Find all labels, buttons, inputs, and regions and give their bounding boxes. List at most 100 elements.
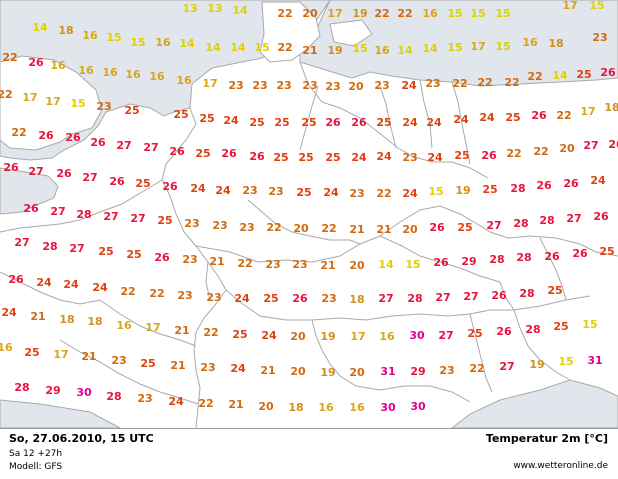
temperature-label: 21 — [81, 350, 97, 363]
temperature-label: 27 — [69, 242, 85, 255]
temperature-label: 29 — [410, 365, 426, 378]
temperature-label: 26 — [162, 180, 178, 193]
temperature-label: 27 — [499, 360, 515, 373]
temperature-label: 26 — [3, 161, 19, 174]
temperature-label: 22 — [469, 362, 485, 375]
temperature-label: 26 — [600, 66, 616, 79]
temperature-label: 31 — [587, 354, 603, 367]
temperature-label: 23 — [349, 187, 365, 200]
temperature-label: 22 — [556, 109, 572, 122]
temperature-label: 26 — [572, 247, 588, 260]
temperature-label: 20 — [348, 80, 364, 93]
map-background — [0, 0, 618, 428]
temperature-label: 28 — [510, 182, 526, 195]
temperature-label: 16 — [155, 36, 171, 49]
temperature-label: 23 — [268, 185, 284, 198]
temperature-label: 16 — [522, 36, 538, 49]
temperature-label: 26 — [154, 251, 170, 264]
source-link[interactable]: www.wetteronline.de — [513, 461, 608, 471]
temperature-label: 21 — [376, 223, 392, 236]
temperature-label: 28 — [519, 287, 535, 300]
temperature-label: 22 — [11, 126, 27, 139]
temperature-label: 25 — [274, 116, 290, 129]
temperature-label: 27 — [438, 329, 454, 342]
temperature-label: 14 — [397, 44, 413, 57]
temperature-label: 23 — [177, 289, 193, 302]
temperature-label: 16 — [379, 330, 395, 343]
temperature-label: 19 — [352, 7, 368, 20]
temperature-label: 22 — [477, 76, 493, 89]
temperature-label: 22 — [237, 257, 253, 270]
temperature-label: 15 — [582, 318, 598, 331]
temperature-label: 22 — [504, 76, 520, 89]
temperature-label: 24 — [376, 150, 392, 163]
temperature-label: 23 — [228, 79, 244, 92]
temperature-label: 25 — [140, 357, 156, 370]
temperature-label: 17 — [202, 77, 218, 90]
temperature-label: 22 — [266, 221, 282, 234]
ligurian-sea — [0, 399, 121, 428]
temperature-label: 15 — [558, 355, 574, 368]
temperature-label: 23 — [200, 361, 216, 374]
temperature-label: 21 — [349, 223, 365, 236]
temperature-label: 28 — [42, 240, 58, 253]
temperature-label: 26 — [544, 250, 560, 263]
temperature-label: 22 — [2, 51, 18, 64]
temperature-label: 24 — [479, 111, 495, 124]
temperature-label: 26 — [56, 167, 72, 180]
temperature-label: 16 — [102, 66, 118, 79]
temperature-label: 16 — [374, 44, 390, 57]
temperature-label: 18 — [349, 293, 365, 306]
temperature-label: 18 — [58, 24, 74, 37]
temperature-label: 23 — [212, 219, 228, 232]
temperature-label: 19 — [327, 44, 343, 57]
temperature-label: 18 — [87, 315, 103, 328]
temperature-label: 20 — [293, 222, 309, 235]
temperature-label: 21 — [228, 398, 244, 411]
temperature-label: 27 — [50, 205, 66, 218]
temperature-label: 19 — [529, 358, 545, 371]
temperature-label: 26 — [429, 221, 445, 234]
temperature-label: 28 — [76, 208, 92, 221]
temperature-label: 27 — [435, 291, 451, 304]
temperature-label: 25 — [126, 248, 142, 261]
temperature-label: 22 — [277, 7, 293, 20]
temperature-label: 15 — [70, 97, 86, 110]
temperature-label: 15 — [470, 7, 486, 20]
temperature-label: 26 — [23, 202, 39, 215]
temperature-label: 26 — [38, 129, 54, 142]
temperature-label: 15 — [589, 0, 605, 12]
temperature-label: 16 — [349, 401, 365, 414]
temperature-label: 29 — [45, 384, 61, 397]
temperature-label: 27 — [463, 290, 479, 303]
temperature-label: 27 — [566, 212, 582, 225]
temperature-label: 18 — [288, 401, 304, 414]
temperature-label: 25 — [124, 104, 140, 117]
temperature-label: 22 — [0, 88, 13, 101]
model-run: Sa 12 +27h — [9, 449, 63, 459]
temperature-label: 25 — [482, 183, 498, 196]
temperature-label: 21 — [302, 44, 318, 57]
temperature-label: 19 — [455, 184, 471, 197]
temperature-label: 24 — [453, 113, 469, 126]
temperature-label: 27 — [486, 219, 502, 232]
temperature-label: 23 — [252, 79, 268, 92]
temperature-label: 15 — [447, 7, 463, 20]
temperature-label: 23 — [425, 77, 441, 90]
temperature-label: 25 — [273, 151, 289, 164]
map-title: Temperatur 2m [°C] — [485, 432, 608, 445]
temperature-label: 25 — [454, 149, 470, 162]
temperature-label: 14 — [378, 258, 394, 271]
temperature-label: 22 — [374, 7, 390, 20]
temperature-label: 26 — [491, 289, 507, 302]
temperature-label: 20 — [290, 365, 306, 378]
temperature-label: 22 — [506, 147, 522, 160]
temperature-label: 25 — [135, 177, 151, 190]
temperature-label: 25 — [296, 186, 312, 199]
temperature-label: 25 — [298, 151, 314, 164]
temperature-label: 26 — [531, 109, 547, 122]
temperature-label: 25 — [505, 111, 521, 124]
temperature-label: 25 — [376, 116, 392, 129]
great-britain — [0, 55, 103, 151]
temperature-label: 16 — [176, 74, 192, 87]
